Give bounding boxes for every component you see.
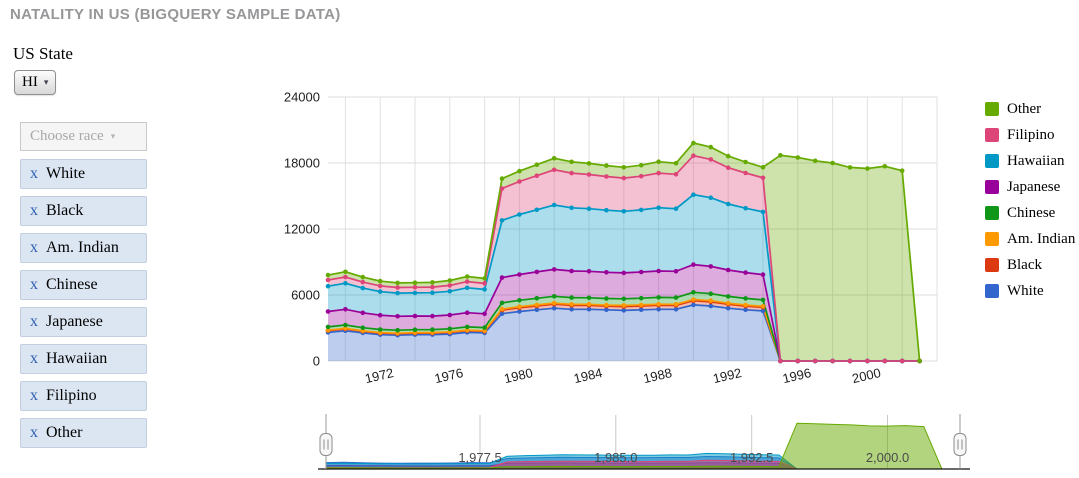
natality-stacked-area-chart: 0 6000 12000 18000 24000 1972 1976 1980 1984 198… <box>284 90 938 386</box>
svg-text:2000: 2000 <box>851 365 883 386</box>
race-filter-chip-label: Am. Indian <box>46 239 119 256</box>
legend-item-hawaiian[interactable]: Hawaiian <box>985 148 1075 174</box>
race-filter-chip-label: Chinese <box>46 276 98 293</box>
race-filter-chip-label: White <box>46 165 86 182</box>
range-series-other <box>325 422 943 470</box>
legend-label: Am. Indian <box>1007 230 1076 247</box>
y-axis: 0 6000 12000 18000 24000 <box>284 90 320 369</box>
legend-label: Hawaiian <box>1007 152 1065 169</box>
race-filter-chip-other: x Other <box>20 418 147 448</box>
legend-swatch-icon <box>985 154 999 168</box>
race-filter-chip-label: Black <box>46 202 84 219</box>
race-filter-chip-label: Other <box>46 424 83 441</box>
legend-swatch-icon <box>985 206 999 220</box>
svg-text:1972: 1972 <box>363 365 395 386</box>
svg-text:24000: 24000 <box>284 90 320 105</box>
series-other-points <box>325 140 922 364</box>
legend-label: Chinese <box>1007 204 1056 221</box>
legend-item-other[interactable]: Other <box>985 96 1075 122</box>
series-white-area <box>328 304 920 361</box>
series-hawaiian-area <box>328 194 920 361</box>
legend-swatch-icon <box>985 180 999 194</box>
remove-filter-x-icon[interactable]: x <box>30 387 38 404</box>
series-filipino-area <box>328 155 920 361</box>
legend-label: White <box>1007 282 1044 299</box>
legend-swatch-icon <box>985 232 999 246</box>
svg-text:1,992.5: 1,992.5 <box>730 450 773 465</box>
race-filter-chip-am-indian: x Am. Indian <box>20 233 147 263</box>
page-title: NATALITY IN US (BIGQUERY SAMPLE DATA) <box>10 6 341 23</box>
race-filter-chip-label: Japanese <box>46 313 103 330</box>
race-filter-chip-label: Hawaiian <box>46 350 108 367</box>
legend-label: Other <box>1007 100 1042 117</box>
svg-text:1,977.5: 1,977.5 <box>458 450 501 465</box>
range-selector-chart[interactable]: 1,977.5 1,985.0 1,992.5 2,000.0 <box>316 410 972 476</box>
chevron-down-icon: ▾ <box>43 77 49 87</box>
us-state-label: US State <box>13 44 73 63</box>
legend-item-black[interactable]: Black <box>985 252 1075 278</box>
us-state-selected-value: HI <box>22 74 38 90</box>
svg-text:6000: 6000 <box>291 288 320 303</box>
range-selector[interactable]: 1,977.5 1,985.0 1,992.5 2,000.0 <box>316 410 972 478</box>
svg-text:1976: 1976 <box>433 365 465 386</box>
legend-label: Black <box>1007 256 1042 273</box>
series-other-area <box>328 143 920 361</box>
chart-series <box>325 140 922 364</box>
legend-swatch-icon <box>985 128 999 142</box>
remove-filter-x-icon[interactable]: x <box>30 276 38 293</box>
legend-swatch-icon <box>985 102 999 116</box>
svg-text:1980: 1980 <box>503 365 535 386</box>
svg-text:1996: 1996 <box>781 365 813 386</box>
chevron-down-icon: ▾ <box>110 131 116 141</box>
legend-swatch-icon <box>985 284 999 298</box>
race-filter-chip-white: x White <box>20 159 147 189</box>
legend-item-japanese[interactable]: Japanese <box>985 174 1075 200</box>
race-filter-chip-label: Filipino <box>46 387 97 404</box>
x-axis: 1972 1976 1980 1984 1988 1992 1996 2000 <box>363 365 882 386</box>
race-filter-chip-list: x White x Black x Am. Indian x Chinese x Japanese… <box>20 159 147 455</box>
legend-item-filipino[interactable]: Filipino <box>985 122 1075 148</box>
legend-item-white[interactable]: White <box>985 278 1075 304</box>
remove-filter-x-icon[interactable]: x <box>30 239 38 256</box>
race-filter-chip-hawaiian: x Hawaiian <box>20 344 147 374</box>
legend-swatch-icon <box>985 258 999 272</box>
legend-item-chinese[interactable]: Chinese <box>985 200 1075 226</box>
race-filter-chip-chinese: x Chinese <box>20 270 147 300</box>
svg-text:2,000.0: 2,000.0 <box>866 450 909 465</box>
range-handle-right[interactable] <box>953 414 967 469</box>
race-filter-chip-japanese: x Japanese <box>20 307 147 337</box>
race-filter-chip-black: x Black <box>20 196 147 226</box>
race-filter-chip-filipino: x Filipino <box>20 381 147 411</box>
svg-text:1988: 1988 <box>642 365 674 386</box>
range-tick-labels: 1,977.5 1,985.0 1,992.5 2,000.0 <box>458 450 909 465</box>
series-filipino-points <box>325 153 922 364</box>
natality-chart: 0 6000 12000 18000 24000 1972 1976 1980 1984 198… <box>240 88 945 408</box>
race-select[interactable]: Choose race ▾ <box>20 122 147 151</box>
remove-filter-x-icon[interactable]: x <box>30 202 38 219</box>
race-select-placeholder: Choose race <box>30 128 104 144</box>
series-japanese-area <box>328 264 920 361</box>
svg-text:1984: 1984 <box>572 365 604 386</box>
legend-label: Filipino <box>1007 126 1055 143</box>
chart-legend: Other Filipino Hawaiian Japanese Chinese Am. … <box>985 96 1075 304</box>
remove-filter-x-icon[interactable]: x <box>30 165 38 182</box>
legend-label: Japanese <box>1007 178 1061 195</box>
svg-text:1992: 1992 <box>711 365 743 386</box>
remove-filter-x-icon[interactable]: x <box>30 350 38 367</box>
svg-text:1,985.0: 1,985.0 <box>594 450 637 465</box>
remove-filter-x-icon[interactable]: x <box>30 424 38 441</box>
legend-item-am-indian[interactable]: Am. Indian <box>985 226 1075 252</box>
svg-text:0: 0 <box>313 354 320 369</box>
svg-text:18000: 18000 <box>284 156 320 171</box>
us-state-select[interactable]: HI ▾ <box>14 70 57 95</box>
range-handle-left[interactable] <box>319 414 333 469</box>
svg-text:12000: 12000 <box>284 222 320 237</box>
remove-filter-x-icon[interactable]: x <box>30 313 38 330</box>
